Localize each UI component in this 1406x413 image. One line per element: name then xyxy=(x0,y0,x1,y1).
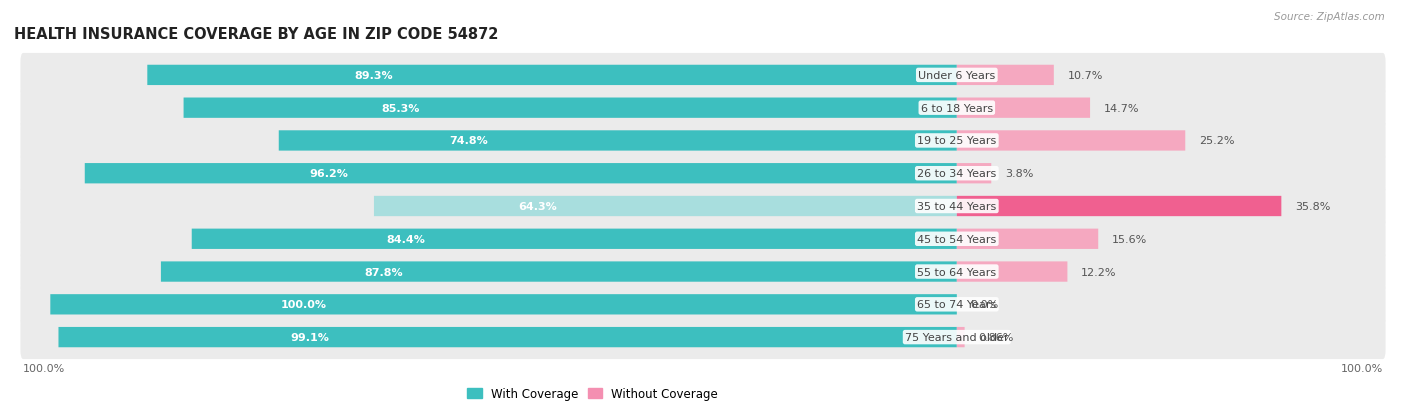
Text: 0.86%: 0.86% xyxy=(979,332,1014,342)
Text: 6 to 18 Years: 6 to 18 Years xyxy=(921,103,993,114)
Legend: With Coverage, Without Coverage: With Coverage, Without Coverage xyxy=(463,382,723,405)
Text: Source: ZipAtlas.com: Source: ZipAtlas.com xyxy=(1274,12,1385,22)
FancyBboxPatch shape xyxy=(21,54,1385,97)
Text: 84.4%: 84.4% xyxy=(387,234,426,244)
Text: 14.7%: 14.7% xyxy=(1104,103,1139,114)
FancyBboxPatch shape xyxy=(51,294,957,315)
FancyBboxPatch shape xyxy=(184,98,957,119)
Text: 85.3%: 85.3% xyxy=(381,103,419,114)
FancyBboxPatch shape xyxy=(957,131,1185,151)
FancyBboxPatch shape xyxy=(21,119,1385,163)
Text: 12.2%: 12.2% xyxy=(1081,267,1116,277)
FancyBboxPatch shape xyxy=(21,282,1385,327)
Text: 19 to 25 Years: 19 to 25 Years xyxy=(917,136,997,146)
FancyBboxPatch shape xyxy=(84,164,957,184)
Text: 74.8%: 74.8% xyxy=(450,136,488,146)
Text: 15.6%: 15.6% xyxy=(1112,234,1147,244)
Text: 35.8%: 35.8% xyxy=(1295,202,1330,211)
FancyBboxPatch shape xyxy=(957,196,1281,217)
Text: 96.2%: 96.2% xyxy=(309,169,349,179)
Text: 0.0%: 0.0% xyxy=(970,299,998,310)
Text: 100.0%: 100.0% xyxy=(22,363,65,373)
FancyBboxPatch shape xyxy=(148,66,957,86)
Text: 10.7%: 10.7% xyxy=(1067,71,1102,81)
Text: 55 to 64 Years: 55 to 64 Years xyxy=(917,267,997,277)
Text: 75 Years and older: 75 Years and older xyxy=(905,332,1008,342)
Text: 35 to 44 Years: 35 to 44 Years xyxy=(917,202,997,211)
Text: HEALTH INSURANCE COVERAGE BY AGE IN ZIP CODE 54872: HEALTH INSURANCE COVERAGE BY AGE IN ZIP … xyxy=(14,26,499,41)
Text: 25.2%: 25.2% xyxy=(1199,136,1234,146)
FancyBboxPatch shape xyxy=(374,196,957,217)
Text: 26 to 34 Years: 26 to 34 Years xyxy=(917,169,997,179)
FancyBboxPatch shape xyxy=(21,86,1385,131)
FancyBboxPatch shape xyxy=(278,131,957,151)
FancyBboxPatch shape xyxy=(21,250,1385,294)
FancyBboxPatch shape xyxy=(957,66,1054,86)
FancyBboxPatch shape xyxy=(21,217,1385,261)
Text: 45 to 54 Years: 45 to 54 Years xyxy=(917,234,997,244)
FancyBboxPatch shape xyxy=(21,152,1385,196)
Text: 100.0%: 100.0% xyxy=(281,299,328,310)
FancyBboxPatch shape xyxy=(957,98,1090,119)
FancyBboxPatch shape xyxy=(59,327,957,347)
Text: Under 6 Years: Under 6 Years xyxy=(918,71,995,81)
Text: 87.8%: 87.8% xyxy=(364,267,404,277)
Text: 99.1%: 99.1% xyxy=(291,332,329,342)
Text: 100.0%: 100.0% xyxy=(1341,363,1384,373)
FancyBboxPatch shape xyxy=(957,164,991,184)
Text: 64.3%: 64.3% xyxy=(517,202,557,211)
FancyBboxPatch shape xyxy=(957,327,965,347)
FancyBboxPatch shape xyxy=(191,229,957,249)
Text: 89.3%: 89.3% xyxy=(354,71,394,81)
FancyBboxPatch shape xyxy=(160,262,957,282)
FancyBboxPatch shape xyxy=(21,316,1385,359)
Text: 65 to 74 Years: 65 to 74 Years xyxy=(917,299,997,310)
Text: 3.8%: 3.8% xyxy=(1005,169,1033,179)
FancyBboxPatch shape xyxy=(957,229,1098,249)
FancyBboxPatch shape xyxy=(21,185,1385,228)
FancyBboxPatch shape xyxy=(957,262,1067,282)
